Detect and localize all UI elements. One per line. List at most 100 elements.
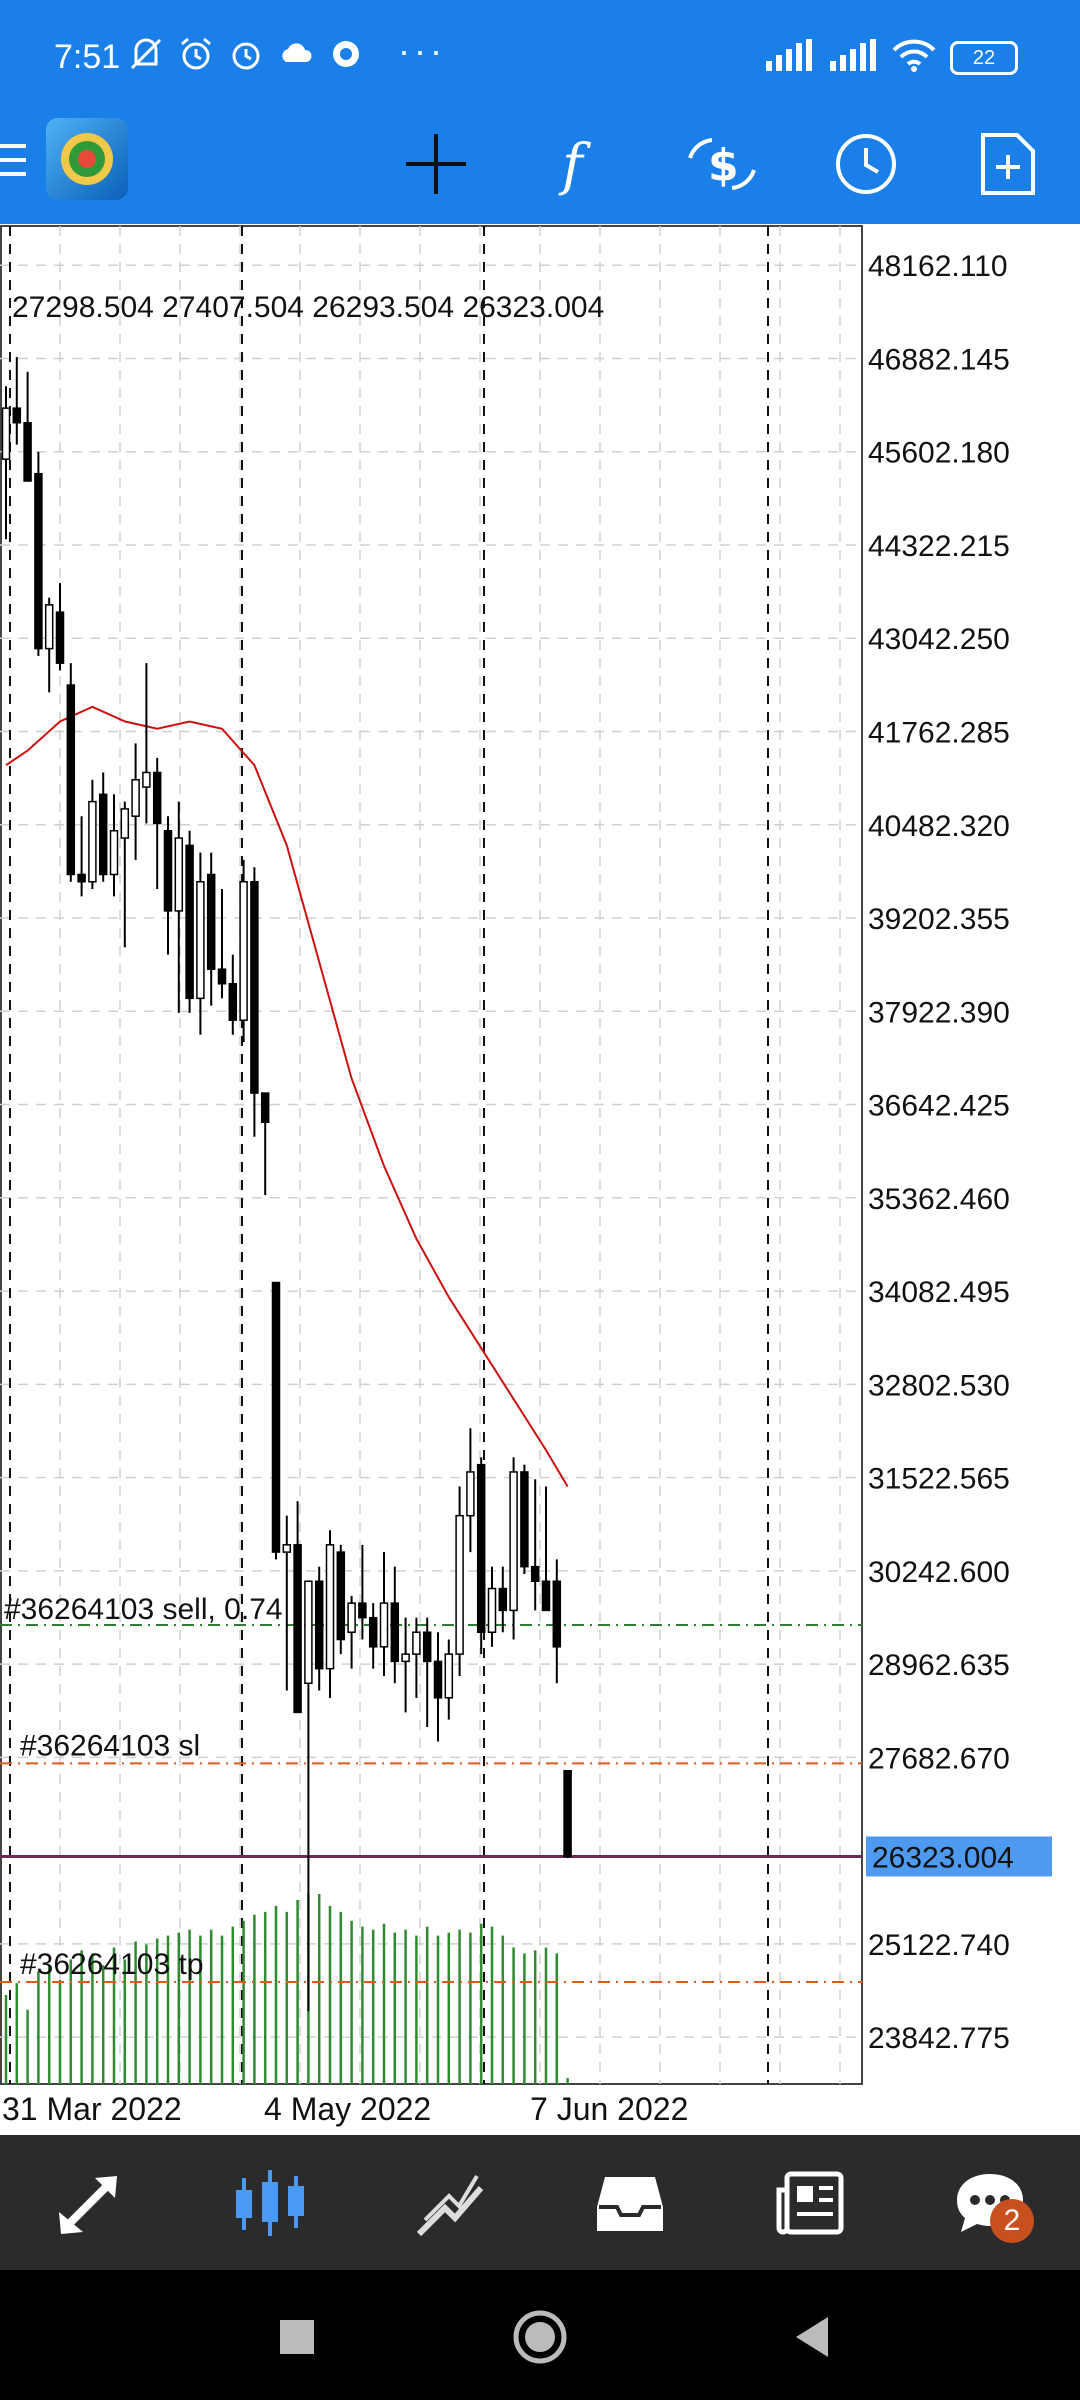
candle (66, 663, 76, 882)
nav-news[interactable] (760, 2153, 860, 2253)
candle-body (98, 793, 108, 876)
candle (412, 1617, 421, 1698)
status-icons-left (128, 36, 364, 72)
moving-average-line (5, 705, 569, 1488)
candle (304, 1580, 313, 2012)
candle-body (250, 881, 259, 1094)
currency-exchange-icon: $ (688, 138, 756, 191)
order-entry-label: #36264103 sell, 0.74 (4, 1593, 283, 1626)
nav-trend[interactable] (400, 2153, 500, 2253)
price-scale-label: 41762.285 (868, 717, 1010, 750)
inbox-icon (597, 2176, 663, 2231)
new-order-button[interactable] (968, 124, 1048, 204)
candle (185, 830, 194, 1013)
candle (433, 1632, 443, 1742)
trade-quick-button[interactable]: $ (682, 124, 762, 204)
candle-body (77, 873, 86, 883)
candle-body (379, 1602, 389, 1648)
nav-trade[interactable] (40, 2153, 140, 2253)
nav-chart[interactable] (220, 2153, 320, 2253)
candle-body (174, 837, 184, 912)
signal-icon (828, 39, 878, 76)
candle (401, 1617, 410, 1713)
candle-body (239, 881, 248, 1021)
candle (152, 757, 162, 890)
svg-text:$: $ (708, 140, 739, 191)
date-axis-label: 4 May 2022 (264, 2091, 431, 2127)
price-chart[interactable]: 27298.504 27407.504 26293.504 26323.004 4… (0, 224, 1080, 2136)
candle-body (206, 873, 216, 970)
bottom-navigation: 2 (0, 2135, 1080, 2270)
price-scale-label: 32802.530 (868, 1369, 1010, 1402)
candle-body (260, 1092, 270, 1123)
menu-button[interactable] (0, 140, 30, 180)
candle (174, 801, 184, 1013)
candle-body (228, 983, 238, 1021)
price-scale-label: 48162.110 (868, 250, 1008, 283)
candle (563, 1769, 572, 1859)
candle (44, 597, 54, 693)
candle-body (304, 1580, 313, 1685)
status-icons-right: 22 (764, 38, 1018, 77)
candle (109, 794, 119, 897)
candle (530, 1479, 540, 1611)
date-axis-label: 31 Mar 2022 (2, 2091, 182, 2127)
candle (390, 1566, 400, 1684)
candle-body (422, 1631, 432, 1663)
candle-body (196, 881, 205, 1000)
candle-body (12, 407, 22, 424)
candle (325, 1530, 335, 1698)
candle-body (66, 684, 76, 876)
clock-icon (836, 134, 896, 194)
svg-text:f: f (558, 133, 592, 196)
new-document-icon (981, 133, 1035, 195)
date-axis-label: 7 Jun 2022 (530, 2091, 688, 2127)
candle (1, 386, 11, 540)
app-logo[interactable] (46, 118, 128, 200)
candle-body (293, 1544, 302, 1714)
candle (131, 743, 140, 860)
candle (98, 772, 108, 882)
candle (476, 1457, 486, 1655)
mute-icon (128, 36, 164, 72)
news-icon (776, 2171, 844, 2234)
candle (498, 1566, 508, 1633)
home-icon[interactable] (513, 2310, 567, 2364)
candle (77, 816, 86, 897)
candle-body (109, 830, 119, 876)
price-scale-label: 35362.460 (868, 1183, 1010, 1216)
candle-body (120, 808, 130, 839)
trade-icon (59, 2175, 117, 2234)
battery-icon: 22 (950, 40, 1018, 75)
chart-grid (0, 225, 863, 2085)
candle-body (509, 1471, 518, 1612)
indicators-button[interactable]: f (538, 124, 618, 204)
nav-inbox[interactable] (580, 2153, 680, 2253)
chart-canvas[interactable]: 27298.504 27407.504 26293.504 26323.004 4… (0, 224, 1080, 2136)
price-scale-label: 36642.425 (868, 1090, 1010, 1123)
candle (120, 801, 130, 948)
candle (142, 663, 151, 824)
price-scale-label: 25122.740 (868, 1929, 1010, 1962)
alarm-clock-icon (228, 36, 264, 72)
order-tp-label: #36264103 tp (20, 1948, 204, 1981)
candle (444, 1639, 454, 1720)
crosshair-button[interactable] (396, 124, 476, 204)
timeframe-button[interactable] (826, 124, 906, 204)
price-scale-label: 46882.145 (868, 343, 1010, 376)
candle-body (487, 1587, 497, 1634)
current-price-label: 26323.004 (872, 1841, 1014, 1874)
recents-icon[interactable] (280, 2320, 314, 2354)
candle-body (552, 1580, 562, 1648)
candle-body (282, 1544, 292, 1553)
candle (487, 1566, 497, 1647)
back-icon[interactable] (796, 2317, 828, 2357)
price-scale-label: 44322.215 (868, 530, 1010, 563)
ohlc-readout: 27298.504 27407.504 26293.504 26323.004 (12, 291, 604, 324)
candle-body (390, 1602, 400, 1663)
price-scale-label: 28962.635 (868, 1649, 1010, 1682)
candle (88, 779, 97, 890)
nav-chat[interactable]: 2 (940, 2153, 1040, 2253)
price-scale-label: 40482.320 (868, 810, 1010, 843)
candle (541, 1486, 551, 1612)
